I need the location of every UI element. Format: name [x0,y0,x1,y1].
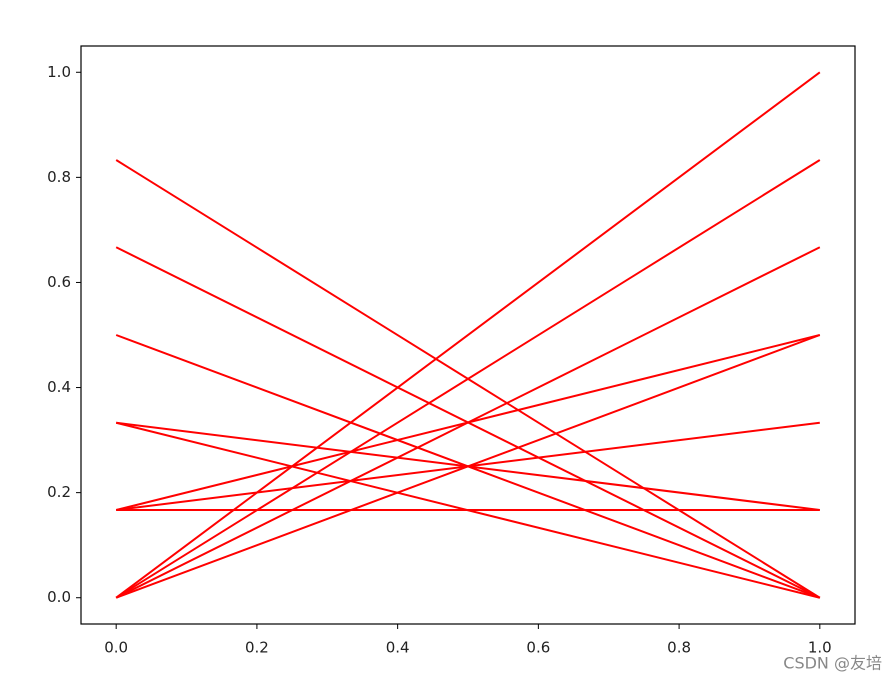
x-tick-label: 0.6 [526,639,550,657]
y-tick-label: 0.4 [47,378,71,396]
x-tick-label: 0.0 [104,639,128,657]
y-tick-label: 0.6 [47,273,71,291]
axes-frame [80,45,856,625]
watermark: CSDN @友培 [783,654,882,673]
y-tick-label: 1.0 [47,63,71,81]
x-tick-label: 1.0 [808,639,832,657]
x-tick-label: 0.2 [245,639,269,657]
line [115,246,821,599]
x-tick-label: 0.8 [667,639,691,657]
line [115,421,821,599]
line [115,159,821,599]
y-tick-label: 0.0 [47,588,71,606]
y-tick-label: 0.2 [47,483,71,501]
line [115,334,821,599]
y-tick-label: 0.8 [47,168,71,186]
x-tick-label: 0.4 [386,639,410,657]
